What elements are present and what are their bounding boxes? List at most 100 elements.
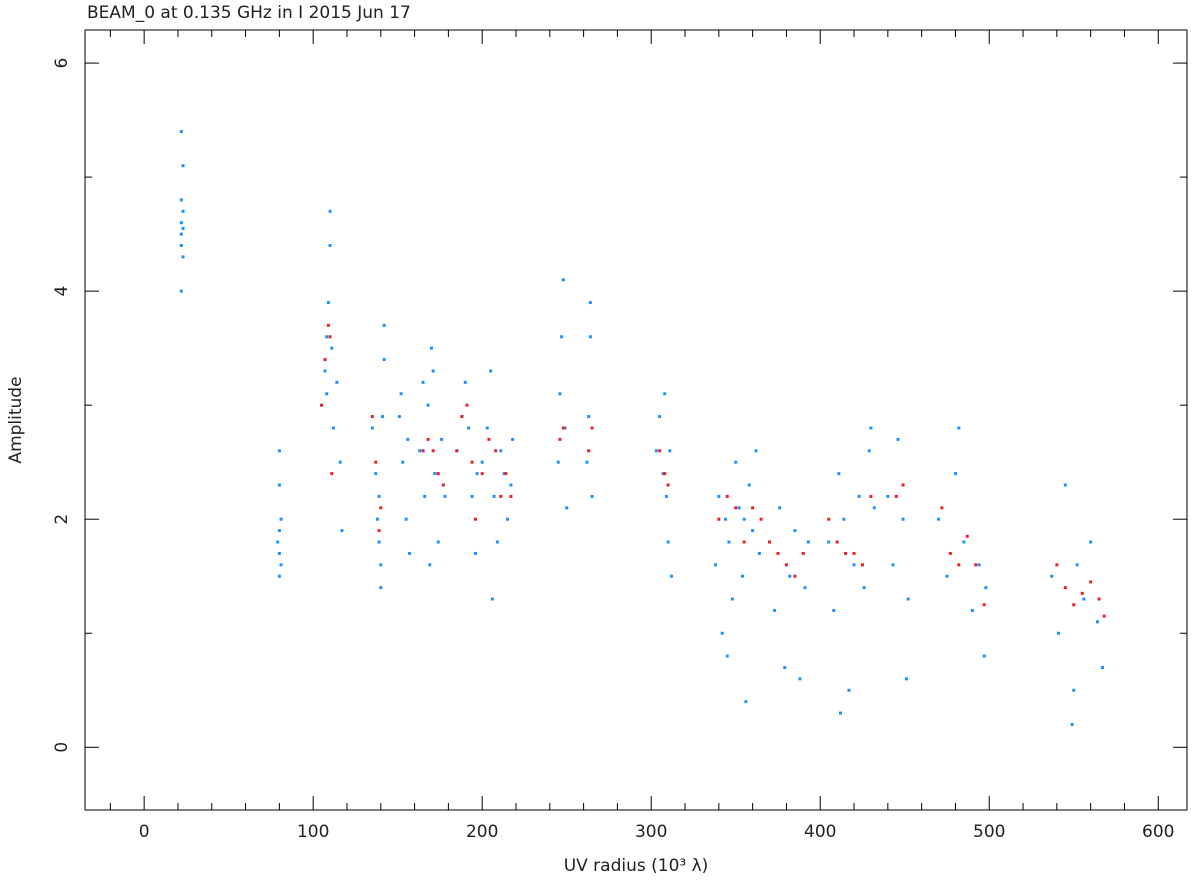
point — [276, 540, 280, 544]
point — [330, 472, 334, 476]
point — [558, 392, 562, 396]
point — [494, 449, 498, 453]
point — [783, 665, 787, 669]
point — [590, 426, 594, 430]
point — [784, 563, 788, 567]
point — [340, 529, 344, 533]
point — [380, 415, 384, 419]
point — [906, 597, 910, 601]
point — [509, 494, 513, 498]
point — [441, 483, 445, 487]
point — [842, 517, 846, 521]
point — [1070, 722, 1074, 726]
point — [737, 506, 741, 510]
point — [974, 563, 978, 567]
point — [588, 301, 592, 305]
point — [440, 437, 444, 441]
point — [489, 369, 493, 373]
point — [661, 472, 665, 476]
point — [847, 688, 851, 692]
point — [1057, 631, 1061, 635]
point — [470, 460, 474, 464]
point — [891, 563, 895, 567]
x-tick-label: 200 — [466, 822, 498, 842]
point — [588, 335, 592, 339]
point — [181, 164, 185, 168]
point — [886, 494, 890, 498]
point — [320, 403, 324, 407]
point — [377, 494, 381, 498]
point — [1080, 591, 1084, 595]
point — [1072, 688, 1076, 692]
point — [754, 449, 758, 453]
point — [431, 369, 435, 373]
point — [862, 586, 866, 590]
point — [179, 244, 183, 248]
point — [331, 426, 335, 430]
point — [773, 608, 777, 612]
point — [590, 494, 594, 498]
plot-frame — [84, 29, 1188, 811]
point — [492, 494, 496, 498]
point — [465, 403, 469, 407]
point — [725, 494, 729, 498]
point — [720, 631, 724, 635]
point — [734, 460, 738, 464]
point — [717, 494, 721, 498]
point — [740, 574, 744, 578]
point — [904, 677, 908, 681]
point — [872, 506, 876, 510]
point — [957, 563, 961, 567]
point — [480, 472, 484, 476]
point — [1082, 597, 1086, 601]
point — [1102, 614, 1106, 618]
point — [379, 563, 383, 567]
point — [727, 540, 731, 544]
point — [1100, 665, 1104, 669]
point — [326, 301, 330, 305]
point — [379, 506, 383, 510]
point — [793, 574, 797, 578]
point — [502, 472, 506, 476]
point — [480, 460, 484, 464]
y-tick-label: 4 — [52, 286, 72, 297]
point — [587, 415, 591, 419]
point — [1095, 620, 1099, 624]
point — [279, 563, 283, 567]
point — [668, 449, 672, 453]
point — [423, 494, 427, 498]
point — [857, 494, 861, 498]
point — [669, 574, 673, 578]
point — [852, 563, 856, 567]
point — [490, 597, 494, 601]
point — [970, 608, 974, 612]
point — [1097, 597, 1101, 601]
point — [565, 506, 569, 510]
point — [768, 540, 772, 544]
point — [654, 449, 658, 453]
point — [485, 426, 489, 430]
point — [401, 460, 405, 464]
point — [328, 244, 332, 248]
y-tick-label: 6 — [52, 58, 72, 69]
point — [962, 540, 966, 544]
point — [433, 472, 437, 476]
point — [428, 563, 432, 567]
point — [325, 392, 329, 396]
point — [747, 483, 751, 487]
point — [467, 426, 471, 430]
point — [374, 460, 378, 464]
point — [506, 517, 510, 521]
point — [397, 415, 401, 419]
point — [725, 654, 729, 658]
x-tick-label: 500 — [973, 822, 1005, 842]
point — [869, 426, 873, 430]
point — [896, 437, 900, 441]
point — [370, 426, 374, 430]
point — [179, 129, 183, 133]
point — [429, 346, 433, 350]
point — [460, 415, 464, 419]
point — [328, 335, 332, 339]
point — [436, 472, 440, 476]
